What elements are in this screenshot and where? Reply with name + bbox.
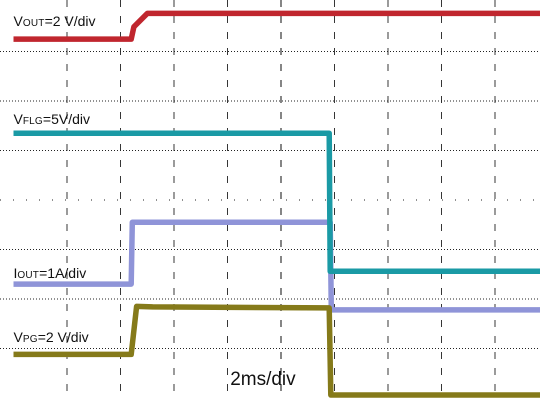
vpg-label-sub: PG [22,334,38,346]
vpg-label-scale: =2 V/div [37,329,89,346]
iout-label-scale: =1A/div [39,264,87,281]
vout-label-scale: =2 V/div [44,13,96,30]
traces [13,10,540,398]
vflg-label-sub: FLG [22,115,43,127]
iout-label-sub: OUT [17,269,40,281]
vflg-label-main: V [13,110,23,127]
vout-channel-label: VOUT=2 V/div [14,14,96,29]
vpg-label-main: V [13,329,23,346]
vout-label-main: V [13,13,23,30]
vout-label-sub: OUT [22,18,45,30]
iout-trace [13,219,540,313]
vflg-channel-label: VFLG=5V/div [14,112,91,127]
vpg-channel-label: VPG=2 V/div [14,330,89,345]
time-scale-label: 2ms/div [230,368,296,390]
iout-channel-label: IOUT=1A/div [14,266,87,281]
iout-label-main: I [13,264,18,281]
vflg-label-scale: =5V/div [42,110,90,127]
vout-trace [13,10,540,42]
vflg-trace [13,130,540,275]
vpg-trace [13,303,540,398]
